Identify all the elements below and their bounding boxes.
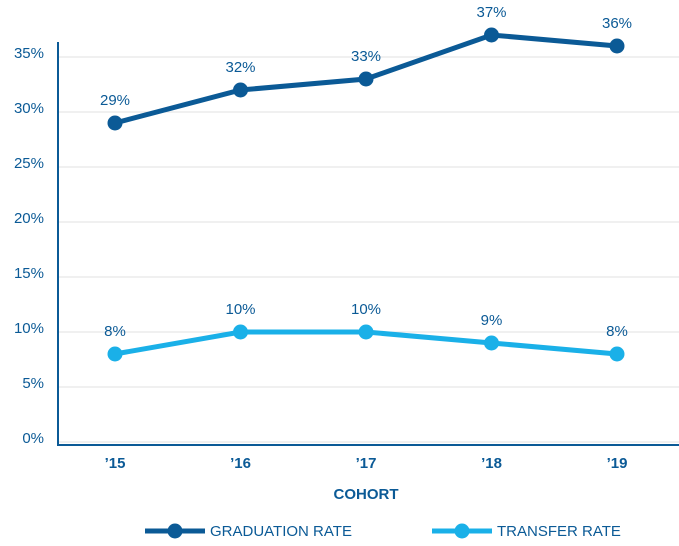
y-tick-label: 10% [14, 320, 44, 337]
y-tick-label: 30% [14, 100, 44, 117]
data-label: 29% [100, 92, 130, 109]
y-tick-label: 35% [14, 45, 44, 62]
data-point [358, 324, 374, 340]
x-tick-label: ’19 [607, 455, 628, 472]
y-tick-label: 20% [14, 210, 44, 227]
data-label: 8% [104, 323, 126, 340]
data-label: 9% [481, 312, 503, 329]
data-point [609, 38, 625, 54]
legend-label: TRANSFER RATE [497, 523, 621, 540]
data-point [107, 346, 123, 362]
data-label: 33% [351, 48, 381, 65]
data-label: 10% [351, 301, 381, 318]
data-point [484, 335, 499, 351]
data-point [609, 346, 625, 362]
y-tick-label: 5% [22, 375, 44, 392]
data-point [107, 115, 123, 131]
data-label: 8% [606, 323, 628, 340]
data-point [358, 71, 374, 87]
data-point [484, 27, 499, 43]
y-tick-label: 25% [14, 155, 44, 172]
legend-label: GRADUATION RATE [210, 523, 352, 540]
data-label: 36% [602, 15, 632, 32]
data-label: 32% [225, 59, 255, 76]
x-tick-label: ’16 [230, 455, 251, 472]
x-tick-label: ’15 [105, 455, 126, 472]
data-point [233, 324, 248, 340]
x-axis-label: COHORT [334, 486, 399, 503]
data-label: 10% [225, 301, 255, 318]
data-point [233, 82, 248, 98]
y-tick-label: 15% [14, 265, 44, 282]
y-tick-label: 0% [22, 430, 44, 447]
x-tick-label: ’17 [356, 455, 377, 472]
legend-marker [454, 523, 470, 539]
legend-marker [167, 523, 183, 539]
data-label: 37% [476, 4, 506, 21]
x-tick-label: ’18 [481, 455, 502, 472]
